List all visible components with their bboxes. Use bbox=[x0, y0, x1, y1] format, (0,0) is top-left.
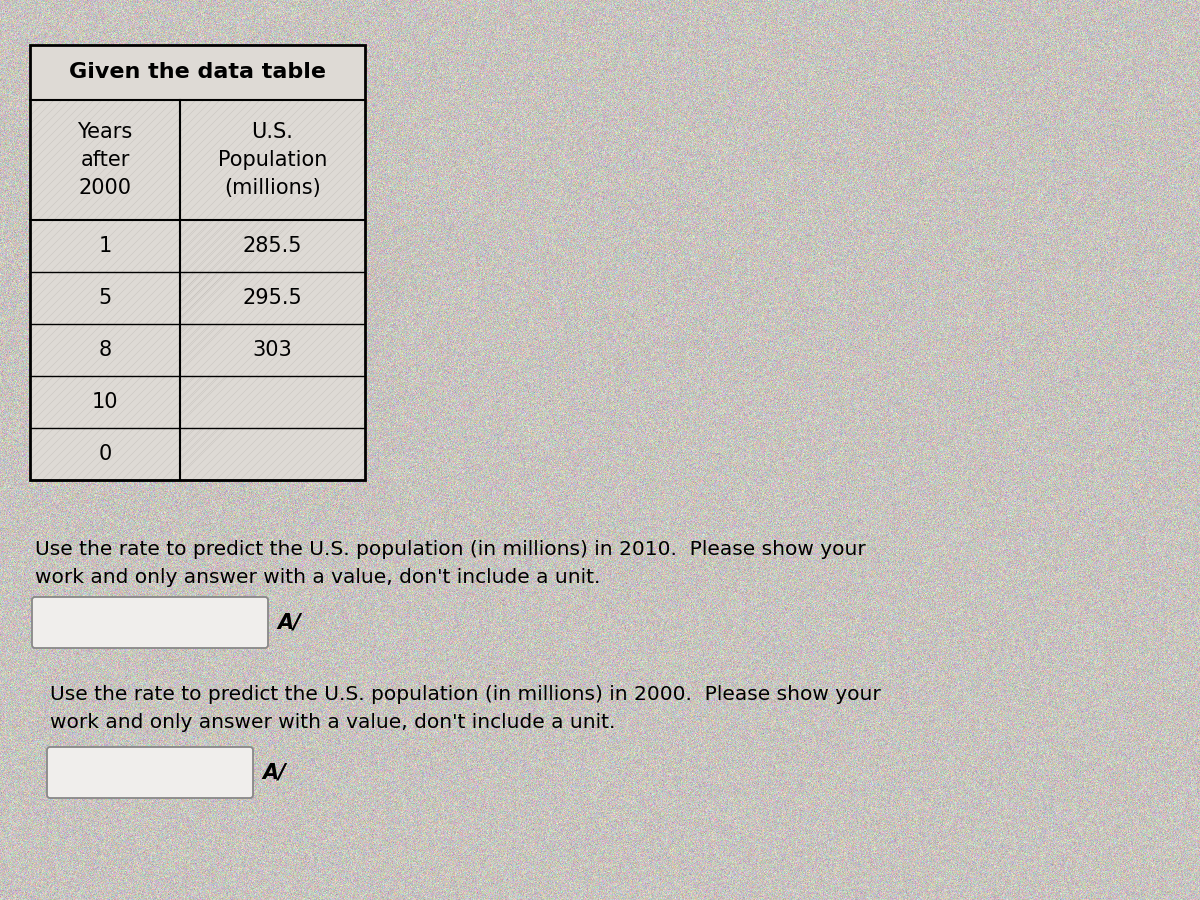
Text: 0: 0 bbox=[98, 444, 112, 464]
Text: 5: 5 bbox=[98, 288, 112, 308]
Bar bbox=[30, 428, 180, 480]
Text: 295.5: 295.5 bbox=[242, 288, 302, 308]
Bar bbox=[30, 376, 180, 428]
Bar bbox=[180, 272, 365, 324]
Text: U.S.
Population
(millions): U.S. Population (millions) bbox=[218, 122, 328, 198]
Text: 10: 10 bbox=[91, 392, 119, 412]
FancyBboxPatch shape bbox=[32, 597, 268, 648]
Bar bbox=[180, 220, 365, 272]
Bar bbox=[180, 376, 365, 428]
Bar bbox=[30, 324, 180, 376]
Text: A/: A/ bbox=[277, 613, 301, 633]
Bar bbox=[30, 220, 180, 272]
Text: A/: A/ bbox=[262, 762, 286, 782]
Bar bbox=[180, 428, 365, 480]
Text: 8: 8 bbox=[98, 340, 112, 360]
FancyBboxPatch shape bbox=[47, 747, 253, 798]
Bar bbox=[180, 100, 365, 220]
Text: 303: 303 bbox=[253, 340, 293, 360]
Text: Given the data table: Given the data table bbox=[70, 62, 326, 83]
Bar bbox=[30, 45, 365, 100]
Text: Use the rate to predict the U.S. population (in millions) in 2010.  Please show : Use the rate to predict the U.S. populat… bbox=[35, 540, 865, 587]
Bar bbox=[30, 100, 180, 220]
Bar bbox=[30, 272, 180, 324]
Text: 1: 1 bbox=[98, 236, 112, 256]
Bar bbox=[180, 324, 365, 376]
Bar bbox=[30, 45, 365, 480]
Text: Years
after
2000: Years after 2000 bbox=[77, 122, 133, 198]
Text: Use the rate to predict the U.S. population (in millions) in 2000.  Please show : Use the rate to predict the U.S. populat… bbox=[50, 685, 881, 732]
Text: 285.5: 285.5 bbox=[242, 236, 302, 256]
